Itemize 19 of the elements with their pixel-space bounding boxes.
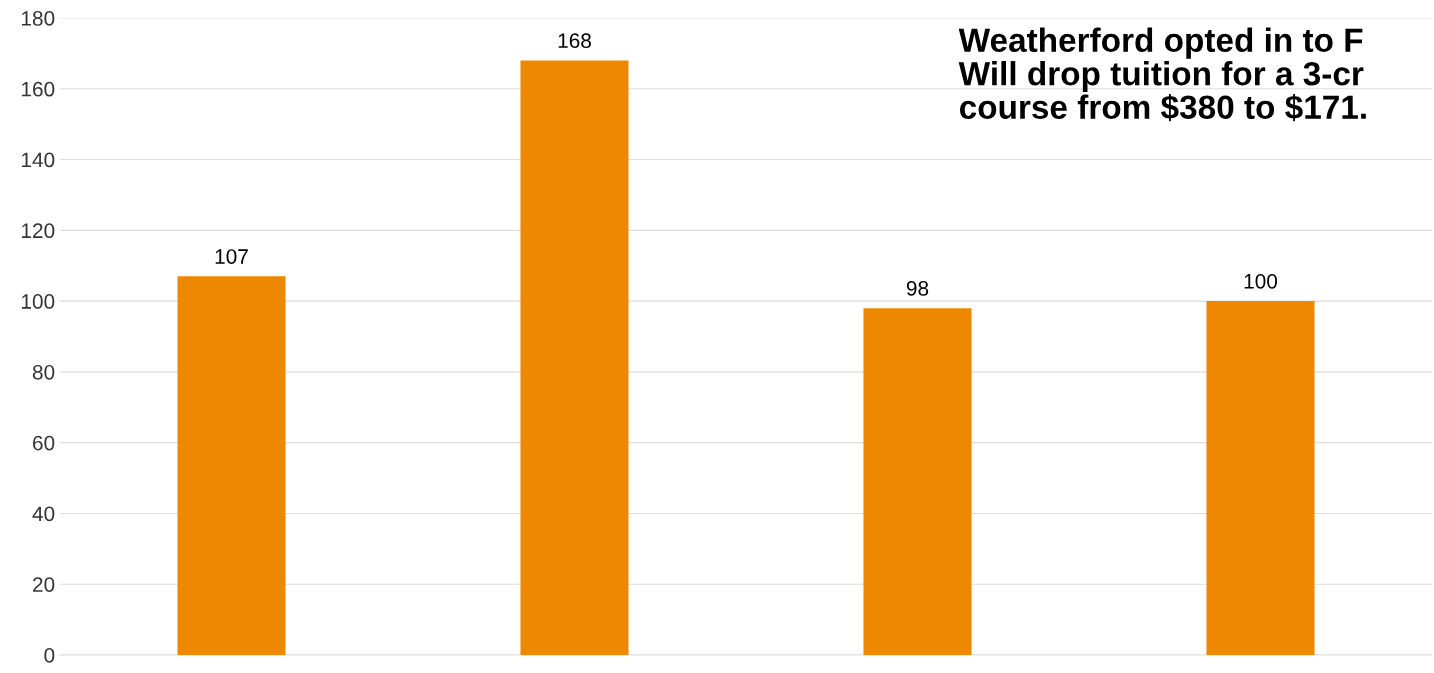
- y-tick-label: 140: [21, 152, 55, 168]
- data-label: 98: [906, 280, 929, 296]
- y-tick-label: 160: [21, 81, 55, 97]
- bar: [177, 276, 286, 655]
- y-tick-label: 40: [32, 506, 55, 522]
- data-label: 107: [215, 249, 248, 264]
- data-label: 168: [558, 33, 591, 49]
- y-tick-label: 120: [21, 223, 55, 239]
- y-tick-label: 100: [21, 294, 55, 309]
- y-tick-label: 20: [33, 577, 55, 592]
- bar: [520, 60, 629, 655]
- bar: [1206, 301, 1315, 655]
- y-tick-label: 60: [33, 435, 55, 451]
- bar: [863, 308, 972, 655]
- y-tick-label: 0: [44, 648, 55, 663]
- annotation: Weatherford opted in to F Will drop tuition for a 3-cr course from $380 to $171.: [958, 27, 1366, 122]
- y-tick-label: 180: [21, 11, 55, 26]
- y-tick-label: 80: [32, 364, 55, 380]
- data-label: 100: [1244, 273, 1278, 289]
